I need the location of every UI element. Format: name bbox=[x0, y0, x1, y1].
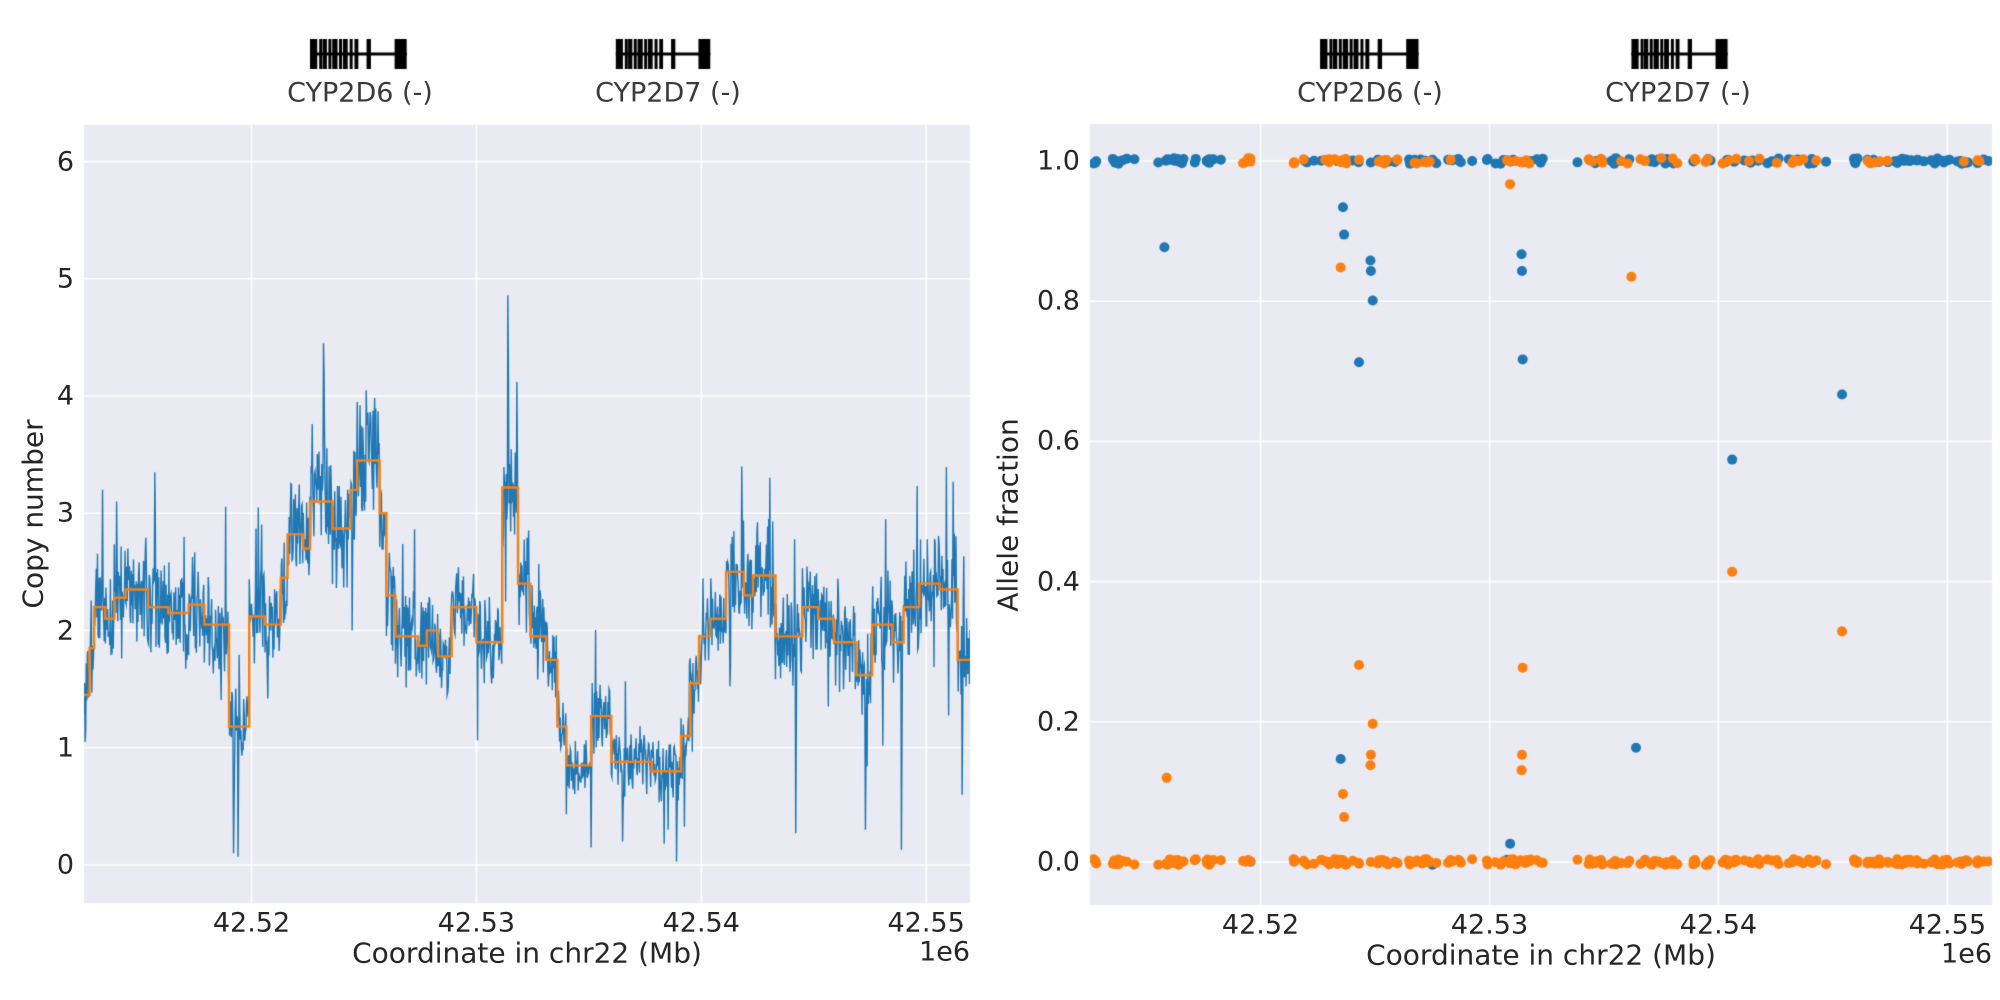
left-y-tick-label: 1 bbox=[56, 732, 74, 764]
right-gene-label-cyp2d6: CYP2D6 (-) bbox=[1297, 77, 1443, 109]
right-x-axis-label: Coordinate in chr22 (Mb) bbox=[1366, 938, 1716, 972]
left-gene-label-cyp2d7: CYP2D7 (-) bbox=[595, 77, 741, 109]
right-x-tick-label: 42.53 bbox=[1450, 909, 1529, 941]
left-x-tick-label: 42.52 bbox=[212, 907, 291, 939]
right-x-tick-label: 42.54 bbox=[1679, 909, 1758, 941]
right-y-tick-label: 0.8 bbox=[1037, 285, 1080, 317]
left-x-tick-label: 42.54 bbox=[662, 907, 740, 939]
right-y-tick-label: 0.2 bbox=[1037, 706, 1080, 738]
right-y-axis-label: Allele fraction bbox=[991, 418, 1025, 612]
left-y-axis-label: Copy number bbox=[16, 419, 50, 609]
right-y-tick-label: 0.6 bbox=[1037, 425, 1080, 457]
right-x-axis-offset: 1e6 bbox=[1941, 938, 1992, 970]
left-y-tick-label: 4 bbox=[56, 380, 74, 412]
left-x-tick-label: 42.53 bbox=[437, 907, 516, 939]
right-y-tick-label: 0.4 bbox=[1037, 566, 1080, 598]
left-y-tick-label: 0 bbox=[56, 849, 74, 881]
left-y-tick-label: 6 bbox=[56, 146, 74, 178]
left-y-tick-label: 5 bbox=[56, 263, 74, 295]
right-gene-label-cyp2d7: CYP2D7 (-) bbox=[1605, 77, 1751, 109]
right-x-tick-label: 42.55 bbox=[1908, 909, 1986, 941]
left-y-tick-label: 3 bbox=[56, 497, 74, 529]
right-x-tick-label: 42.52 bbox=[1221, 909, 1300, 941]
left-y-tick-label: 2 bbox=[56, 615, 74, 647]
left-x-axis-offset: 1e6 bbox=[919, 936, 970, 968]
right-y-tick-label: 1.0 bbox=[1037, 145, 1080, 177]
left-x-axis-label: Coordinate in chr22 (Mb) bbox=[352, 936, 702, 970]
left-x-tick-label: 42.55 bbox=[887, 907, 965, 939]
right-y-tick-label: 0.0 bbox=[1037, 846, 1080, 878]
left-gene-label-cyp2d6: CYP2D6 (-) bbox=[287, 77, 433, 109]
